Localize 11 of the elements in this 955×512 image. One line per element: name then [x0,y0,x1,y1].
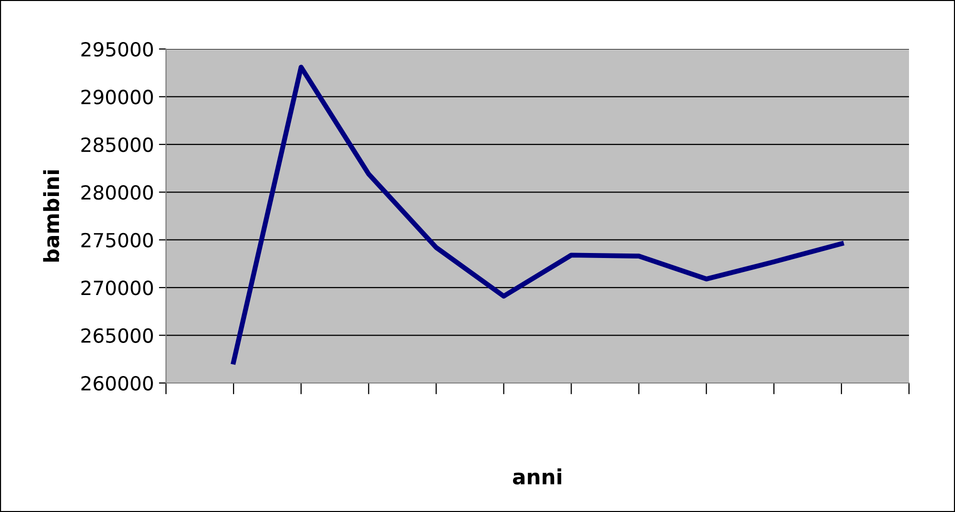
y-tick-label: 275000 [81,232,153,248]
line-series [231,64,844,364]
y-tick-label: 270000 [81,280,153,296]
y-tick-label: 295000 [81,42,153,57]
y-tick-label: 290000 [81,90,153,104]
y-tick-label: 285000 [81,137,153,152]
y-tick-label: 260000 [81,376,153,391]
y-tick-label: 280000 [81,185,153,200]
y-axis-title: bambini [43,170,60,262]
x-axis-title: anni [512,468,562,485]
y-tick-label: 265000 [81,328,153,343]
